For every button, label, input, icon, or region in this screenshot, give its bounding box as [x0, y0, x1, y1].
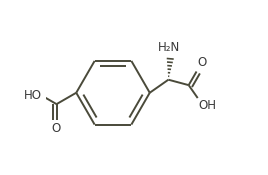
Text: H₂N: H₂N: [158, 41, 180, 54]
Text: HO: HO: [24, 89, 42, 102]
Text: O: O: [51, 122, 60, 135]
Text: O: O: [198, 56, 207, 69]
Text: OH: OH: [199, 99, 217, 112]
